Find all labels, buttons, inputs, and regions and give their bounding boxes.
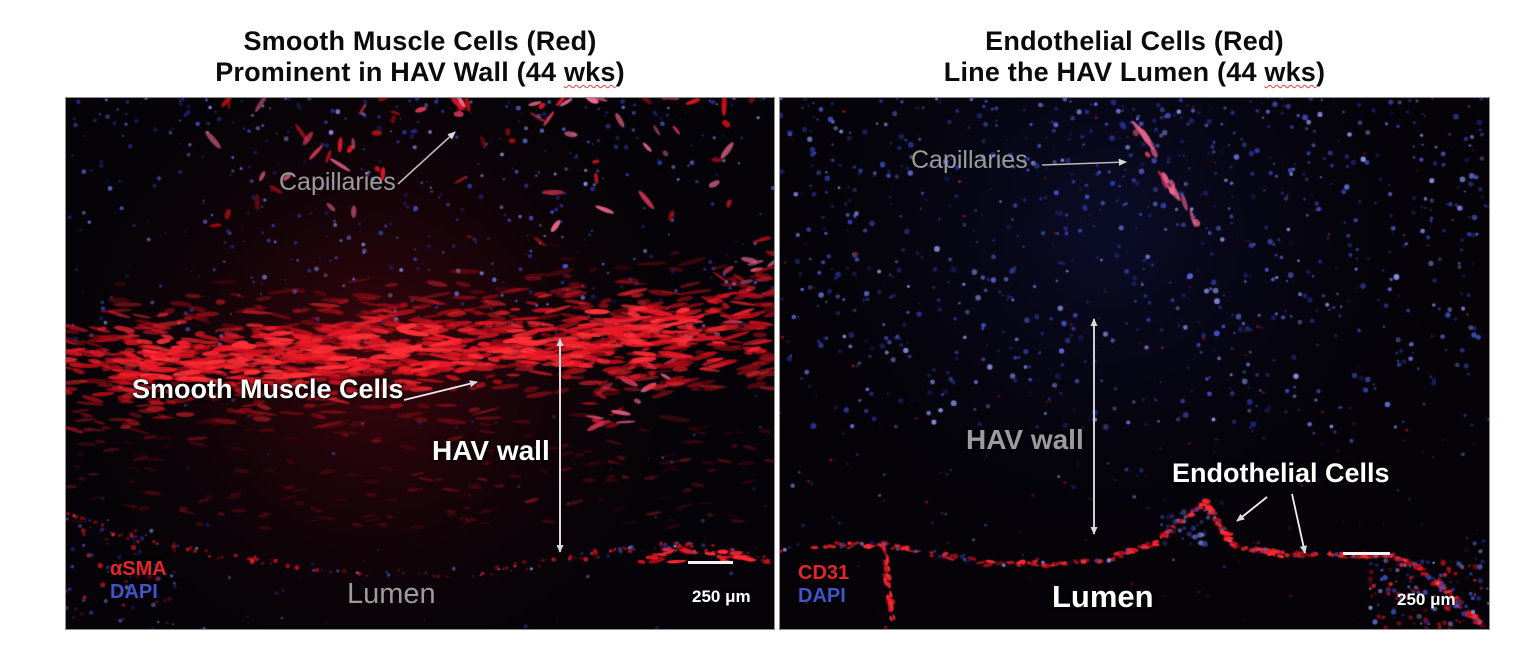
left-title-line2-pre: Prominent in HAV Wall (44 — [215, 57, 564, 87]
dapi-legend-label: DAPI — [798, 585, 846, 607]
left-title-wks-misspell: wks — [563, 57, 616, 87]
dapi-legend-label: DAPI — [110, 581, 158, 603]
right-panel-title: Endothelial Cells (Red) Line the HAV Lum… — [779, 26, 1490, 88]
right-title-line2: Line the HAV Lumen (44 wks) — [779, 57, 1490, 88]
right-title-line2-pre: Line the HAV Lumen (44 — [943, 57, 1265, 87]
asma-legend-label: αSMA — [110, 558, 167, 580]
left-panel-title: Smooth Muscle Cells (Red) Prominent in H… — [65, 26, 775, 88]
cd31-legend-label: CD31 — [798, 562, 850, 584]
hav-wall-label: HAV wall — [966, 424, 1084, 455]
endothelial-cells-label: Endothelial Cells — [1172, 458, 1390, 488]
left-title-line2-post: ) — [615, 57, 625, 87]
left-micrograph-panel: Capillaries Smooth Muscle Cells HAV wall… — [65, 97, 775, 630]
right-title-wks-misspell: wks — [1264, 57, 1317, 87]
left-micrograph-canvas — [66, 98, 774, 629]
scale-bar — [1343, 552, 1390, 555]
left-title-line1: Smooth Muscle Cells (Red) — [243, 26, 597, 56]
lumen-label: Lumen — [1052, 579, 1154, 614]
hav-wall-label: HAV wall — [432, 435, 550, 466]
smooth-muscle-cells-label: Smooth Muscle Cells — [132, 374, 404, 404]
lumen-label: Lumen — [347, 578, 436, 610]
right-title-line2-post: ) — [1316, 57, 1326, 87]
capillaries-label: Capillaries — [279, 168, 396, 196]
left-title-line2: Prominent in HAV Wall (44 wks) — [65, 57, 775, 88]
scale-bar-label: 250 μm — [1397, 590, 1456, 609]
scale-bar — [688, 561, 733, 564]
right-title-line1: Endothelial Cells (Red) — [985, 26, 1284, 56]
right-micrograph-panel: Capillaries HAV wall Endothelial Cells C… — [779, 97, 1490, 630]
right-micrograph-canvas — [780, 98, 1489, 629]
capillaries-label: Capillaries — [911, 146, 1028, 174]
scale-bar-label: 250 μm — [692, 587, 751, 606]
